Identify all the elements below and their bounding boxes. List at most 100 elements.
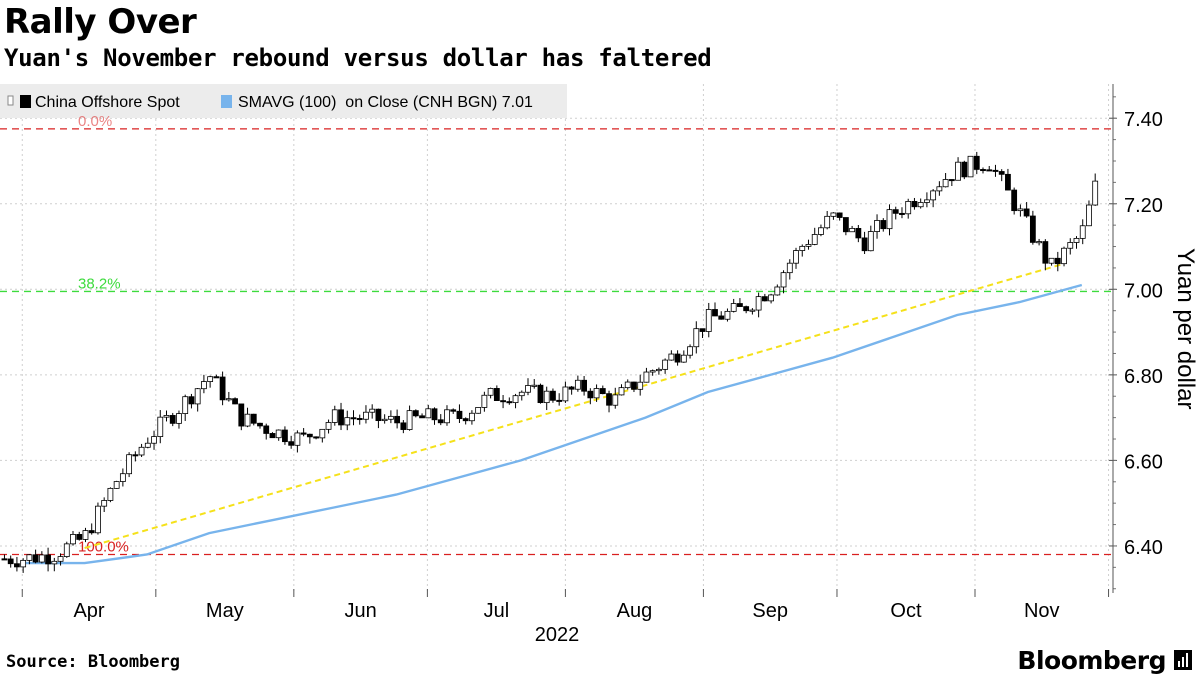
fib-level-label: 100.0% (78, 539, 129, 556)
candle-body (998, 171, 1005, 175)
y-tick-label: 7.40 (1124, 109, 1163, 131)
candle-body (350, 417, 357, 420)
y-axis-label: Yuan per dollar (1172, 248, 1199, 409)
candle-body (88, 530, 95, 534)
candle-body (842, 217, 849, 233)
candle-body (201, 381, 207, 390)
candle-body (973, 155, 980, 170)
candle-body (581, 379, 588, 392)
candle-body (836, 212, 843, 218)
candle-body (737, 303, 743, 307)
candle-body (45, 554, 51, 565)
candle-body (917, 202, 924, 208)
candle-body (475, 407, 482, 414)
candle-body (325, 422, 332, 430)
source-note: Source: Bloomberg (6, 652, 180, 672)
x-tick-label: Sep (752, 600, 788, 622)
fibonacci-levels: 0.0% 38.2% 100.0% (0, 113, 1113, 556)
candle-body (257, 422, 263, 427)
trendline-segment (84, 262, 1065, 550)
y-tick-label: 7.00 (1124, 280, 1163, 302)
candle-body (462, 418, 469, 422)
candle-body (151, 436, 157, 444)
candle-body (924, 199, 930, 203)
candle-body (718, 315, 725, 320)
candle-body (275, 429, 282, 439)
candle-body (712, 309, 718, 317)
candle-body (874, 220, 880, 232)
sma-line (22, 283, 1083, 565)
candle-body (637, 381, 644, 390)
candle-body (705, 309, 712, 332)
candle-body (506, 401, 513, 404)
candle-body (126, 454, 133, 475)
candle-body (892, 209, 899, 214)
candle-body (1086, 204, 1092, 227)
candle-body (948, 179, 955, 182)
candle-body (500, 400, 506, 403)
candle-body (618, 387, 625, 396)
candle-body (749, 309, 756, 312)
candle-body (606, 393, 612, 406)
candle-body (674, 353, 681, 363)
x-tick-label: Jun (344, 600, 376, 622)
candle-body (612, 394, 619, 406)
candle-body (1005, 173, 1011, 191)
candle-body (444, 409, 450, 424)
candle-body (244, 413, 251, 427)
y-tick-label: 6.60 (1124, 451, 1163, 473)
candle-body (1017, 208, 1024, 212)
candle-body (799, 245, 806, 251)
candle-body (157, 416, 164, 437)
candle-body (942, 179, 949, 188)
candle-body (113, 481, 120, 489)
candle-body (518, 391, 525, 397)
candle-body (574, 379, 581, 390)
candle-body (631, 381, 637, 390)
candle-body (955, 161, 961, 181)
candle-body (861, 237, 868, 252)
legend: China Offshore Spot SMAVG (100) on Close… (7, 94, 533, 111)
candle-body (306, 433, 313, 438)
axes: Apr May Jun Jul Aug Sep Oct Nov 6.40 6.60 6.80 7.00… (21, 84, 1163, 622)
candle-body (70, 534, 76, 545)
legend-sma-swatch (221, 95, 232, 108)
candle-body (119, 473, 126, 482)
candle-body (687, 346, 693, 356)
candle-body (824, 215, 831, 229)
candle-body (880, 220, 887, 230)
candle-body (95, 505, 101, 534)
candle-body (761, 296, 768, 302)
candle-body (238, 403, 245, 427)
candle-body (225, 398, 232, 401)
fib-level-label: 38.2% (78, 275, 121, 292)
candle-body (144, 442, 151, 448)
candle-body (525, 385, 531, 393)
candle-body (1029, 215, 1036, 243)
x-tick-label: May (206, 600, 244, 622)
candle-body (381, 418, 388, 422)
candle-body (269, 433, 276, 439)
x-tick-label: Aug (617, 600, 653, 622)
candle-body (363, 411, 369, 420)
candle-body (76, 534, 83, 540)
candle-body (905, 201, 912, 215)
candle-body (992, 169, 999, 172)
candle-body (213, 376, 220, 379)
candle-body (425, 408, 432, 419)
candle-body (911, 201, 918, 208)
x-tick-label: Apr (73, 600, 104, 622)
candle-body (680, 354, 687, 363)
candle-body (194, 388, 201, 405)
candle-body (780, 272, 787, 288)
year-label: 2022 (535, 624, 580, 646)
candle-body (263, 425, 270, 434)
sma-polyline (22, 283, 1083, 565)
candle-body (469, 412, 475, 422)
candle-body (319, 428, 326, 439)
candle-body (793, 250, 799, 264)
candle-body (1048, 257, 1055, 264)
candle-body (662, 359, 669, 370)
candle-body (1, 558, 8, 561)
candle-body (387, 415, 394, 420)
